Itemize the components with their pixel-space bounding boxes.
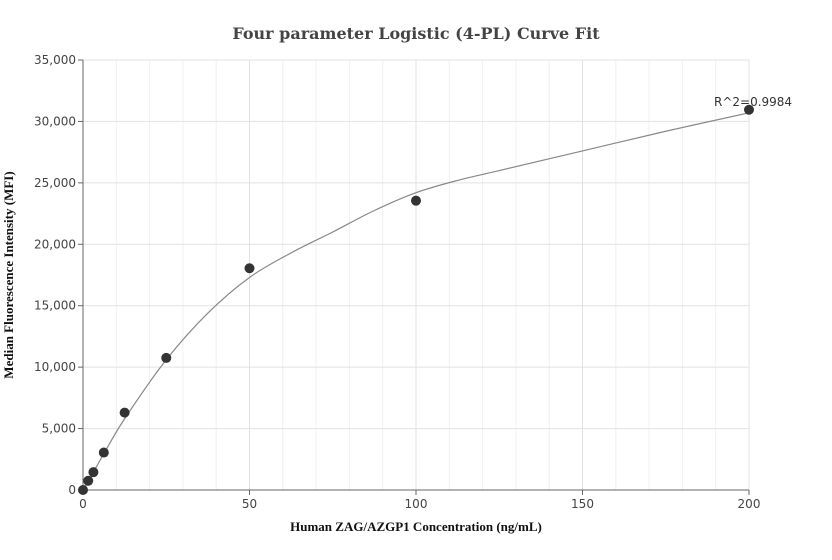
data-point [161,352,172,363]
data-points [78,104,754,495]
x-axis-label: Human ZAG/AZGP1 Concentration (ng/mL) [290,519,542,534]
x-tick-label: 0 [79,497,87,511]
data-point [78,485,88,495]
fit-curve-line [82,112,750,491]
data-point [88,467,99,478]
data-point [744,104,754,115]
gridlines [82,59,750,491]
y-tick-label: 20,000 [34,237,76,251]
data-point [83,475,94,486]
y-axis-ticks: 0 5,000 10,000 15,000 20,000 25,000 30,000 35,0… [34,53,83,497]
y-tick-label: 15,000 [34,299,76,313]
y-tick-label: 10,000 [34,360,76,374]
y-tick-label: 5,000 [42,422,76,436]
x-tick-label: 100 [405,497,428,511]
data-point [411,195,421,206]
y-axis-label: Median Fluorescence Intensity (MFI) [1,171,16,378]
data-point [244,263,255,274]
x-axis-ticks: 0 50 100 150 200 [79,490,760,511]
data-point [119,407,130,418]
r-squared-annotation: R^2=0.9984 [714,95,792,109]
data-point [98,447,109,458]
y-tick-label: 35,000 [34,53,76,67]
x-tick-label: 150 [571,497,594,511]
chart-title: Four parameter Logistic (4-PL) Curve Fit [232,24,600,43]
y-tick-label: 30,000 [34,114,76,128]
y-tick-label: 25,000 [34,176,76,190]
x-tick-label: 50 [242,497,257,511]
x-tick-label: 200 [738,497,761,511]
y-tick-label: 0 [68,483,76,497]
